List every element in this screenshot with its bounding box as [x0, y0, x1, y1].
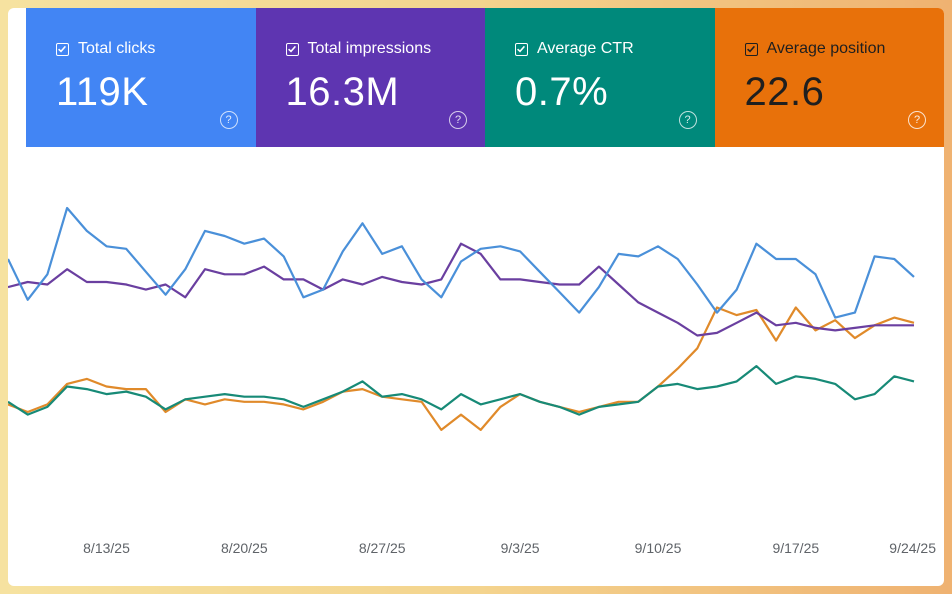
metric-value: 22.6 [744, 70, 825, 114]
series-line-total-clicks[interactable] [8, 206, 915, 319]
metric-tile-total-impressions[interactable]: Total impressions 16.3M ? [255, 8, 485, 147]
metric-value: 16.3M [285, 70, 400, 114]
metric-label: Total impressions [307, 40, 432, 57]
performance-line-chart: 8/13/25 8/20/25 8/27/25 9/3/25 9/10/25 9/17/2… [8, 206, 936, 556]
metric-tile-average-ctr[interactable]: Average CTR 0.7% ? [485, 8, 715, 147]
metric-value: 119K [56, 70, 149, 114]
performance-card: Total clicks 119K ? Total impressions 16… [8, 8, 944, 586]
metric-label: Average position [766, 40, 886, 57]
x-tick-label: 9/17/25 [772, 540, 819, 556]
x-tick-label: 8/27/25 [359, 540, 406, 556]
metric-label: Total clicks [78, 40, 156, 57]
x-tick-label: 9/10/25 [635, 540, 682, 556]
help-icon[interactable]: ? [678, 111, 697, 129]
metric-label-row: Average position [744, 40, 886, 58]
metric-label-row: Total clicks [56, 40, 155, 58]
checkbox-checked-icon[interactable] [56, 42, 69, 56]
metrics-bar: Total clicks 119K ? Total impressions 16… [26, 8, 944, 147]
metric-tile-total-clicks[interactable]: Total clicks 119K ? [26, 8, 256, 147]
checkbox-checked-icon[interactable] [285, 42, 299, 56]
metric-tile-average-position[interactable]: Average position 22.6 ? [714, 8, 944, 147]
checkbox-checked-icon[interactable] [744, 42, 758, 56]
metric-label-row: Average CTR [515, 40, 634, 58]
x-tick-label: 9/24/25 [889, 540, 936, 556]
series-line-total-impressions[interactable] [8, 242, 914, 337]
x-tick-label: 8/20/25 [221, 540, 268, 556]
help-icon[interactable]: ? [219, 111, 238, 129]
metric-label-row: Total impressions [285, 40, 432, 58]
checkbox-checked-icon[interactable] [515, 42, 528, 56]
help-icon[interactable]: ? [908, 111, 926, 129]
series-line-average-ctr[interactable] [8, 365, 915, 416]
x-tick-label: 9/3/25 [501, 540, 540, 556]
help-icon[interactable]: ? [449, 111, 467, 129]
x-tick-label: 8/13/25 [83, 540, 130, 556]
metric-label: Average CTR [537, 40, 634, 57]
metric-value: 0.7% [515, 70, 609, 114]
